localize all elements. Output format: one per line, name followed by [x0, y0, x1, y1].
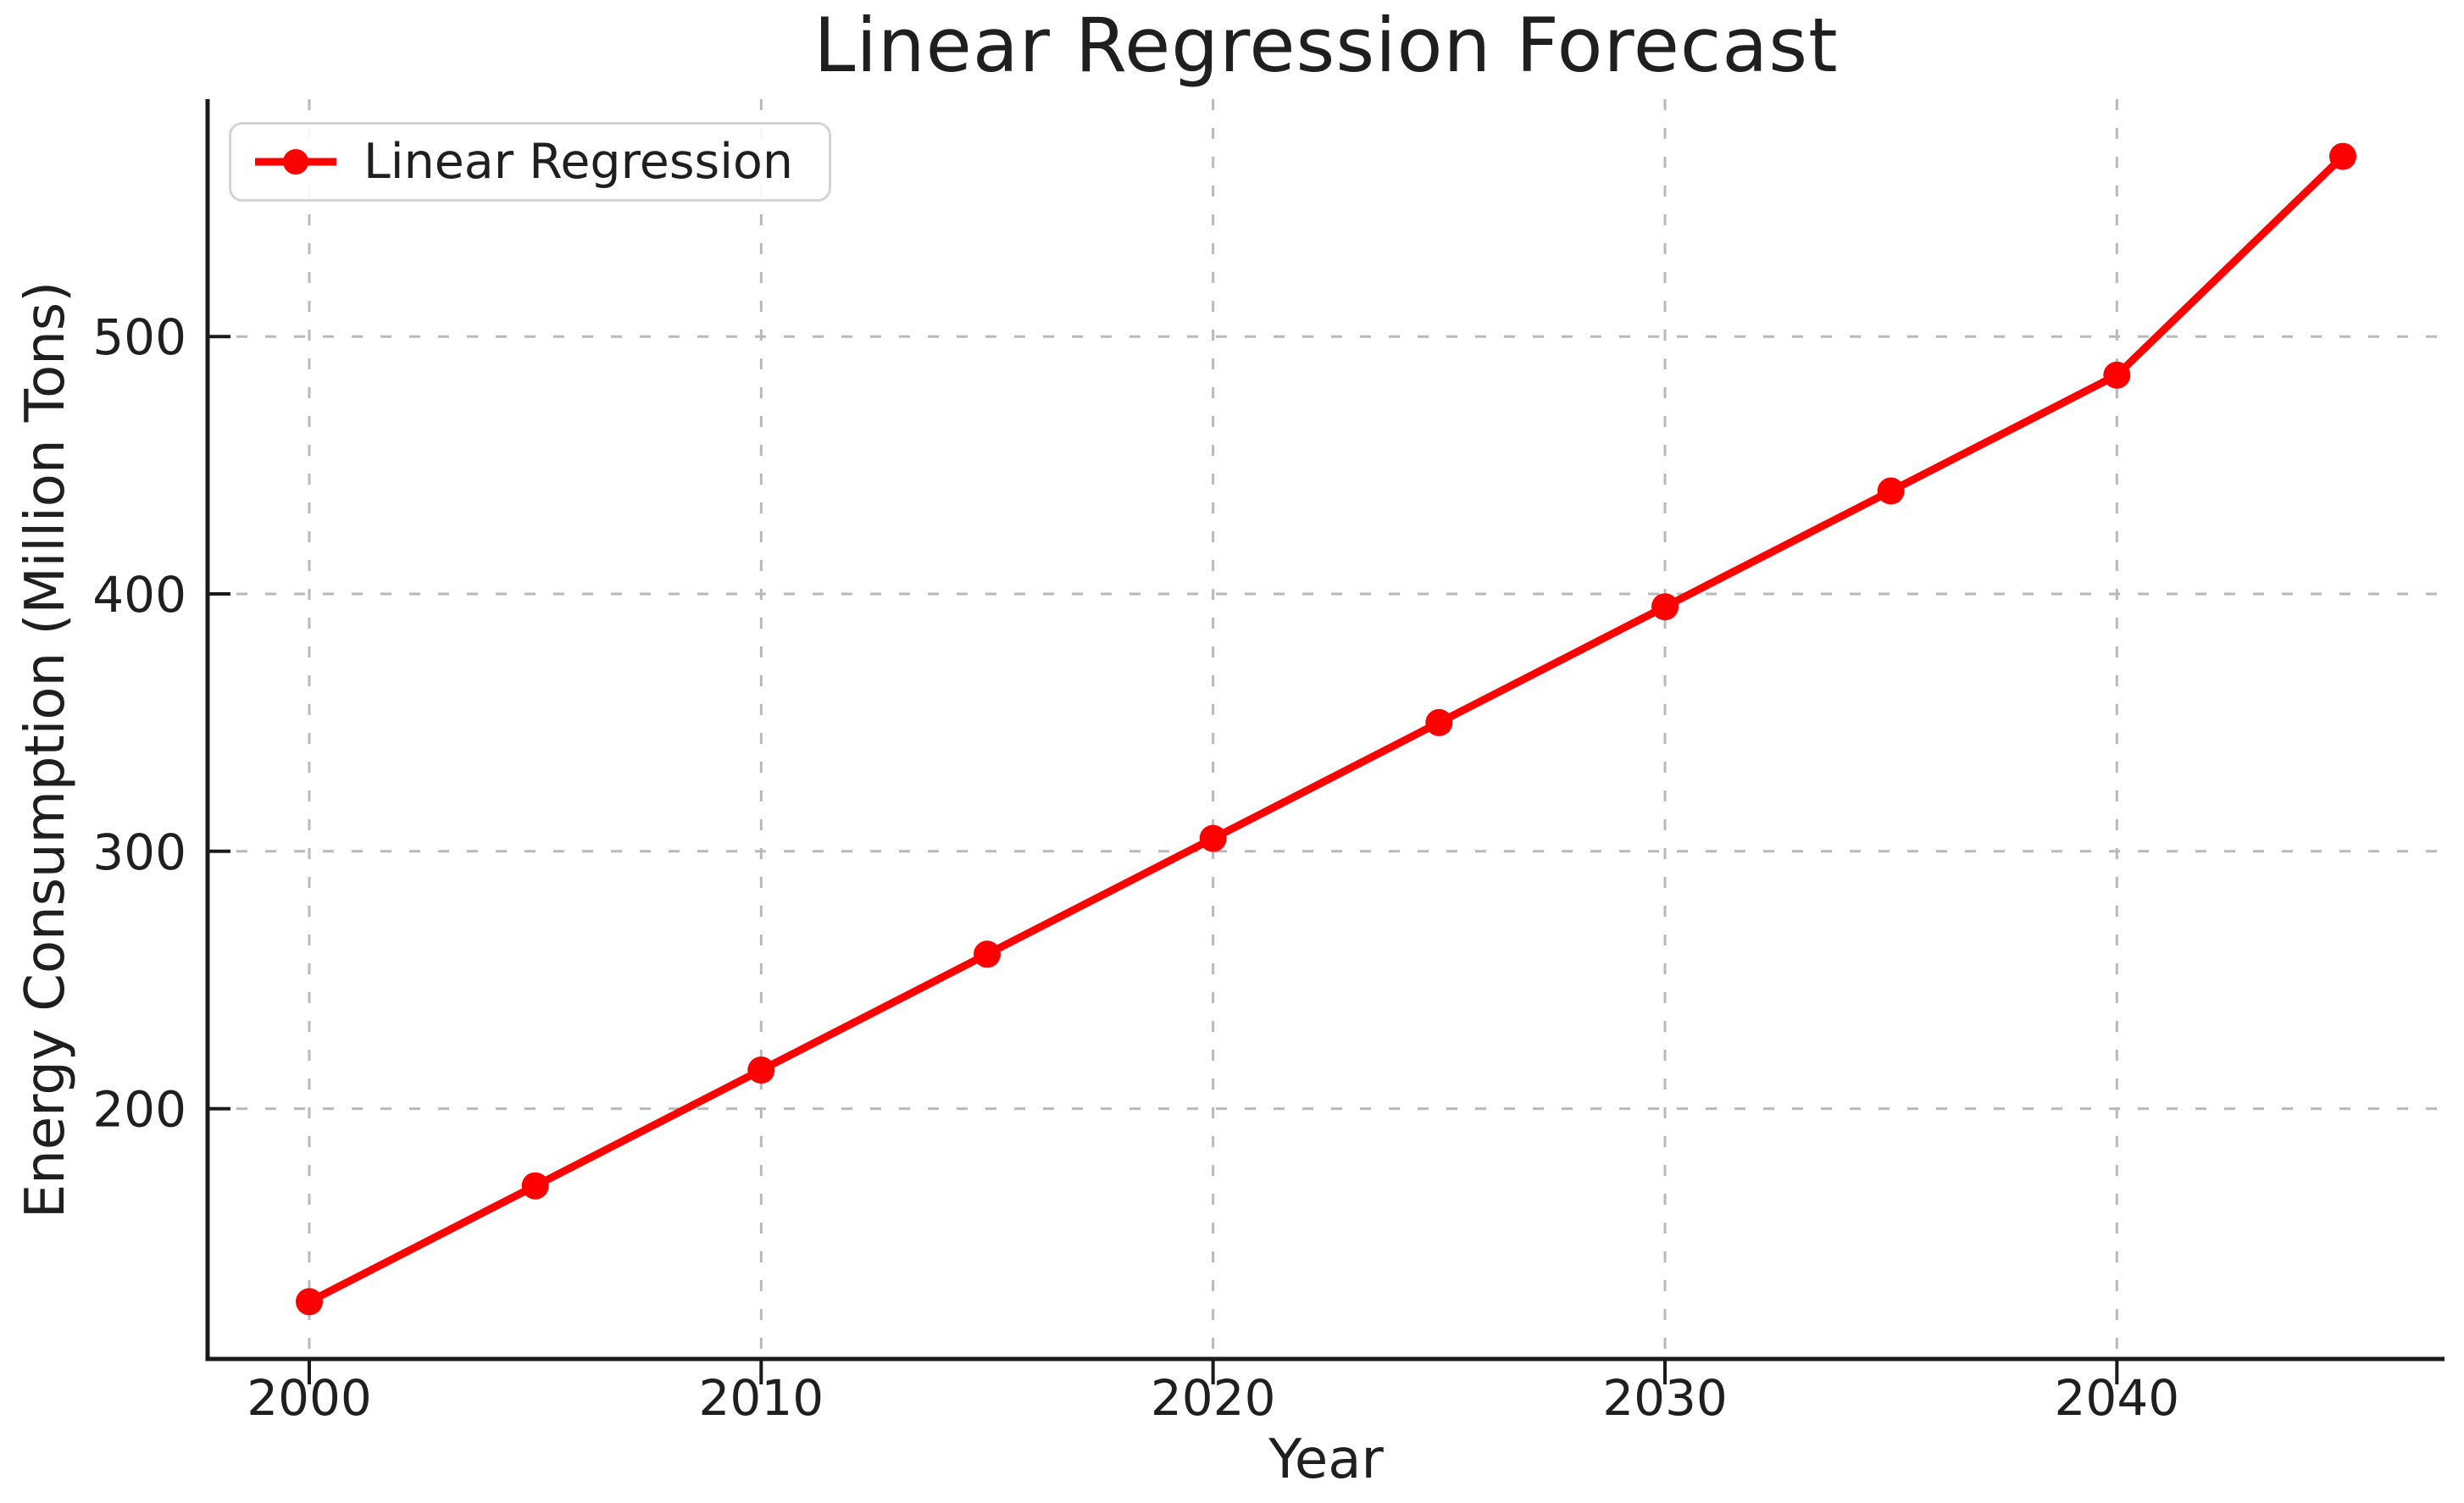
y-tick-label-500: 500 [92, 308, 186, 366]
y-axis-label: Energy Consumption (Million Tons) [14, 280, 77, 1219]
y-tick-label-400: 400 [92, 566, 186, 624]
legend-marker-icon [255, 149, 336, 175]
data-point-2035 [1877, 477, 1905, 505]
data-point-2045 [2329, 142, 2356, 170]
legend-entry-label: Linear Regression [363, 134, 794, 190]
x-tick-label-2040: 2040 [2055, 1369, 2180, 1427]
x-tick-label-2000: 2000 [247, 1369, 372, 1427]
y-tick-label-200: 200 [92, 1081, 186, 1139]
data-point-2020 [1199, 824, 1227, 852]
chart-title: Linear Regression Forecast [813, 2, 1839, 89]
data-point-2040 [2103, 361, 2131, 389]
x-tick-label-2010: 2010 [699, 1369, 824, 1427]
data-point-2025 [1425, 708, 1453, 736]
data-point-2010 [747, 1057, 775, 1084]
series-line-linear-regression [305, 153, 2347, 1306]
x-tick-label-2030: 2030 [1602, 1369, 1728, 1427]
x-axis-label: Year [1268, 1428, 1384, 1491]
data-point-2005 [521, 1172, 549, 1200]
legend: Linear Regression [229, 122, 832, 202]
data-point-2015 [974, 940, 1001, 968]
data-point-2000 [296, 1288, 323, 1316]
x-tick-label-2020: 2020 [1151, 1369, 1276, 1427]
data-point-2030 [1651, 593, 1679, 621]
y-tick-label-300: 300 [92, 824, 186, 881]
